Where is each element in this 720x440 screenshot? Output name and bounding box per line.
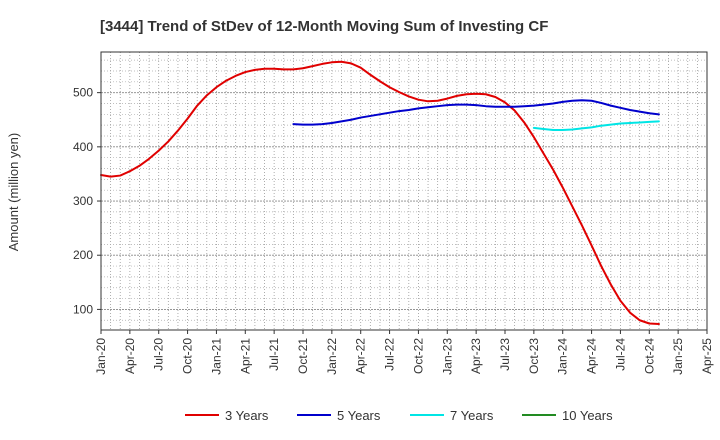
- x-tick-label: Jul-22: [383, 338, 397, 371]
- x-tick-label: Apr-23: [469, 338, 483, 374]
- y-tick-label: 200: [73, 248, 93, 262]
- x-tick-label: Apr-21: [238, 338, 252, 374]
- x-tick-label: Jan-22: [325, 338, 339, 375]
- x-tick-label: Oct-23: [527, 338, 541, 374]
- x-tick-label: Jan-24: [556, 338, 570, 375]
- x-tick-label: Oct-21: [296, 338, 310, 374]
- x-tick-label: Oct-22: [411, 338, 425, 374]
- legend-label: 5 Years: [337, 408, 381, 423]
- chart-title: [3444] Trend of StDev of 12-Month Moving…: [100, 18, 548, 35]
- x-tick-label: Oct-24: [642, 338, 656, 374]
- y-tick-label: 400: [73, 140, 93, 154]
- plot-background: [101, 52, 707, 330]
- legend: 3 Years 5 Years 7 Years 10 Years: [185, 408, 613, 423]
- series-line-7-years: [532, 120, 660, 132]
- x-tick-label: Jan-23: [440, 338, 454, 375]
- x-tick-label: Apr-25: [700, 338, 714, 374]
- x-tick-label: Jul-21: [267, 338, 281, 371]
- x-tick-label: Jul-23: [498, 338, 512, 371]
- x-tick-label: Apr-24: [585, 338, 599, 374]
- x-tick-label: Jan-20: [94, 338, 108, 375]
- y-tick-label: 100: [73, 302, 93, 316]
- y-tick-label: 300: [73, 194, 93, 208]
- legend-label: 7 Years: [450, 408, 494, 423]
- plot-area: 100 200 300 400 500 Jan-20 Apr-20 Jul-20 Oct-20 J…: [73, 51, 714, 375]
- series-line-3-years: [100, 60, 660, 326]
- x-tick-label: Oct-20: [181, 338, 195, 374]
- legend-label: 10 Years: [562, 408, 613, 423]
- x-tick-label: Jan-25: [671, 338, 685, 375]
- series-line-5-years: [292, 99, 660, 126]
- y-tick-label: 500: [73, 86, 93, 100]
- x-tick-label: Apr-22: [354, 338, 368, 374]
- x-tick-label: Jul-24: [613, 338, 627, 371]
- plot-border: [100, 51, 708, 331]
- x-tick-label: Jul-20: [152, 338, 166, 371]
- y-axis-label: Amount (million yen): [6, 133, 21, 252]
- x-tick-label: Apr-20: [123, 338, 137, 374]
- legend-label: 3 Years: [225, 408, 269, 423]
- x-tick-label: Jan-21: [209, 338, 223, 375]
